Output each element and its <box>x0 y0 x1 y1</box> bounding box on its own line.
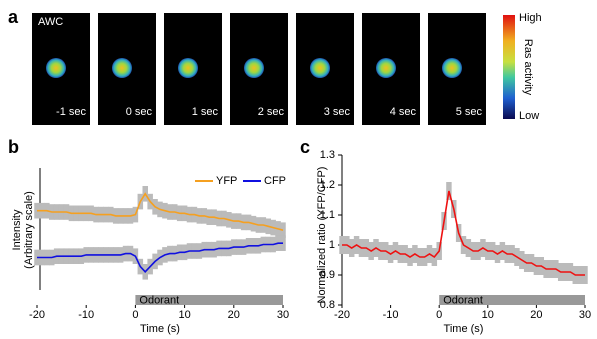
frame-label: 0 sec <box>126 106 153 118</box>
odorant-label: Odorant <box>139 294 179 306</box>
odorant-label: Odorant <box>443 294 483 306</box>
figure: a b c High Low Ras activity -1 sec AWC 0 s… <box>0 0 597 339</box>
frame-label: -1 sec <box>56 106 86 118</box>
cell-image <box>310 58 330 78</box>
colorbar-low: Low <box>519 110 539 122</box>
x-tick-label: 0 <box>436 309 442 321</box>
x-tick-label: 0 <box>132 309 138 321</box>
cell-image <box>244 58 264 78</box>
cell-image <box>442 58 462 78</box>
x-tick-label: 10 <box>178 309 190 321</box>
frame-label: 5 sec <box>456 106 483 118</box>
x-axis-label: Time (s) <box>444 323 484 335</box>
frame-label: 2 sec <box>258 106 285 118</box>
y-axis-label: Normalized ratio (YFP/CFP) <box>316 167 328 304</box>
colorbar-label: Ras activity <box>522 39 534 96</box>
panel-letter: a <box>8 7 19 27</box>
colorbar <box>503 15 515 119</box>
x-tick-label: 10 <box>482 309 494 321</box>
x-tick-label: 30 <box>579 309 591 321</box>
cell-name: AWC <box>38 16 63 28</box>
cell-image <box>112 58 132 78</box>
frame-label: 1 sec <box>192 106 219 118</box>
x-tick-label: 20 <box>228 309 240 321</box>
x-tick-label: -20 <box>334 309 350 321</box>
x-tick-label: -10 <box>383 309 399 321</box>
cell-image <box>46 58 66 78</box>
y-axis-label: Intensity <box>11 209 23 250</box>
y-tick-label: 1 <box>329 239 335 251</box>
x-tick-label: 20 <box>530 309 542 321</box>
panel-letter: b <box>8 137 19 157</box>
x-tick-label: -20 <box>29 309 45 321</box>
cell-image <box>178 58 198 78</box>
y-tick-label: 1.3 <box>320 149 335 161</box>
frame-label: 4 sec <box>390 106 417 118</box>
legend-label: CFP <box>264 175 286 187</box>
colorbar-high: High <box>519 12 542 24</box>
legend-label: YFP <box>216 175 237 187</box>
x-axis-label: Time (s) <box>140 323 180 335</box>
x-tick-label: 30 <box>277 309 289 321</box>
panel-letter: c <box>300 137 310 157</box>
x-tick-label: -10 <box>78 309 94 321</box>
frame-label: 3 sec <box>324 106 351 118</box>
cell-image <box>376 58 396 78</box>
y-axis-label: (Arbitrary scale) <box>23 191 35 269</box>
